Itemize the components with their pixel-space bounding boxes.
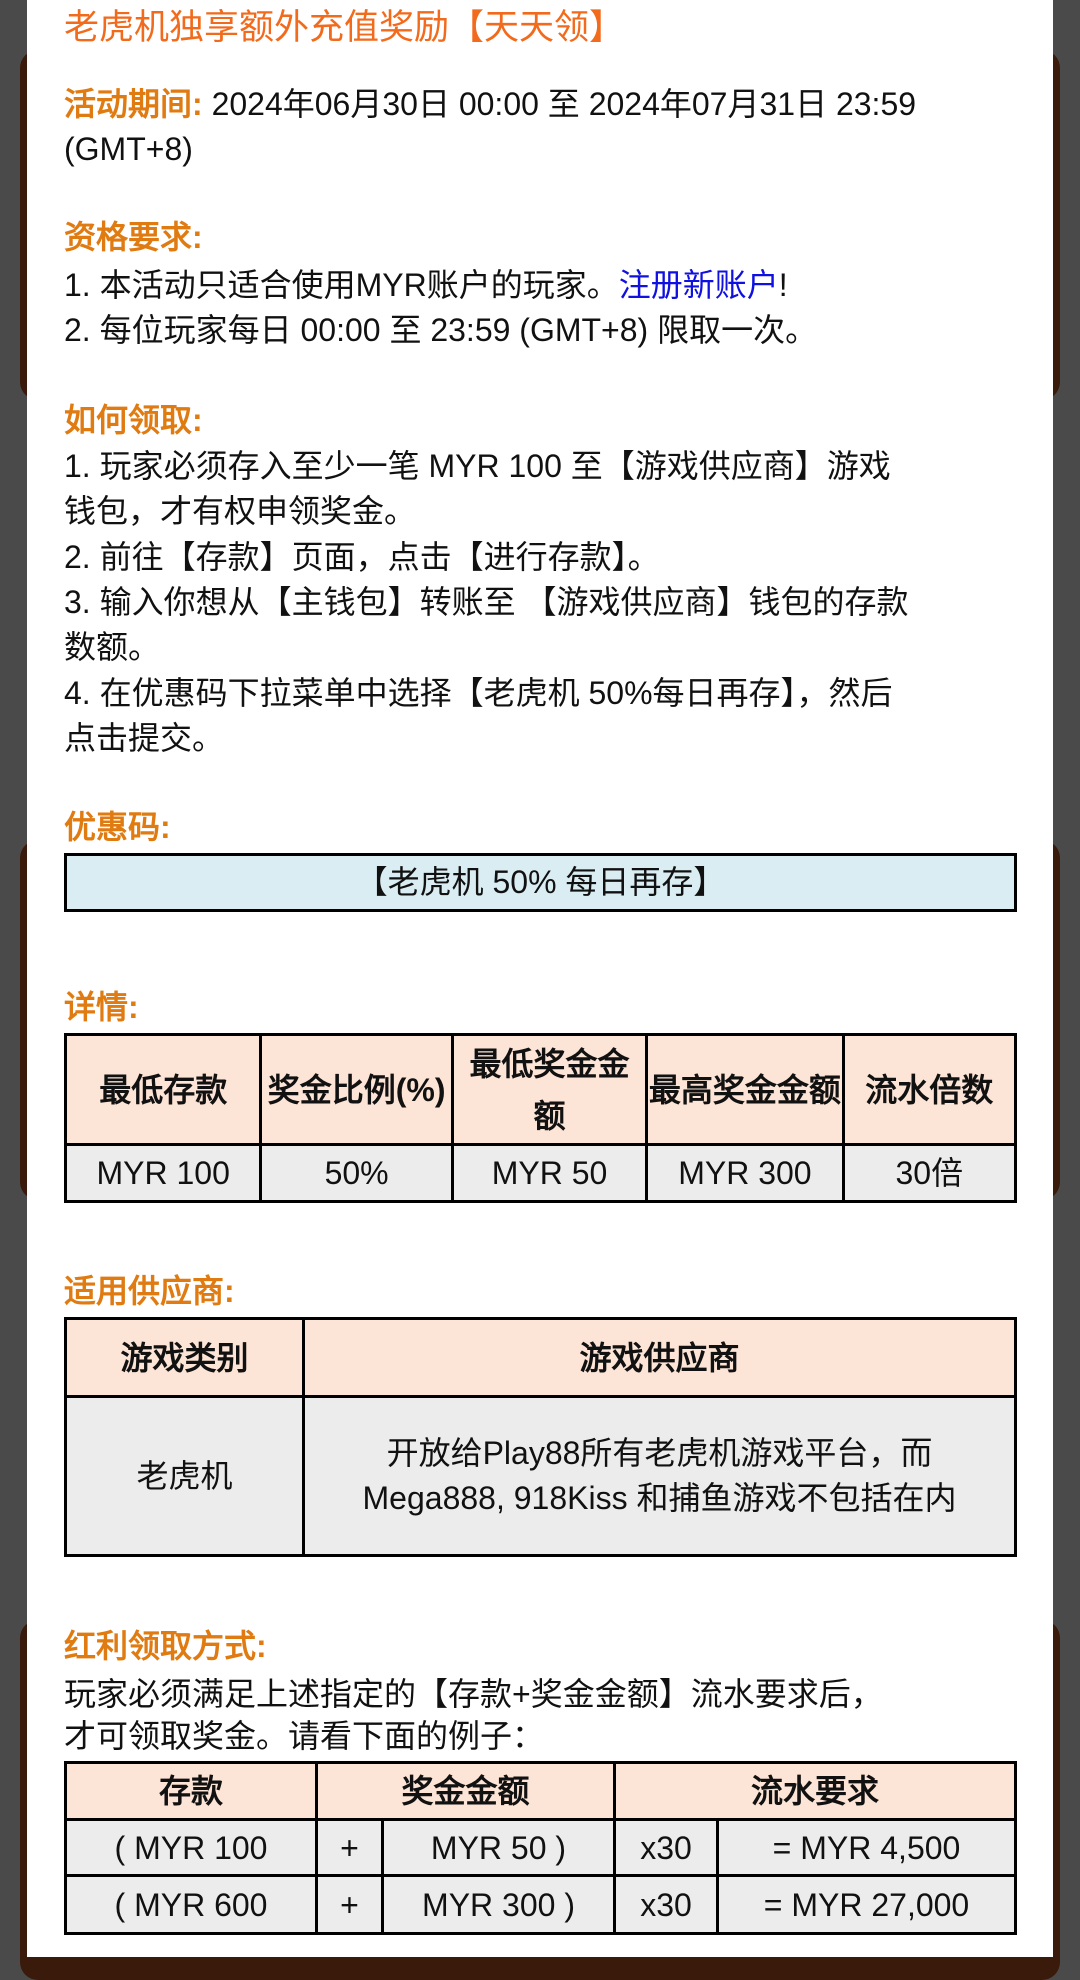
eligibility-line-2: 2. 每位玩家每日 00:00 至 23:59 (GMT+8) 限取一次。	[64, 312, 818, 348]
cell-bonus: MYR 300 )	[381, 1874, 616, 1935]
eligibility-text-end: !	[778, 267, 788, 303]
table-row: ( MYR 600 + MYR 300 ) x30 = MYR 27,000	[64, 1874, 1017, 1935]
header-provider: 游戏供应商	[302, 1317, 1017, 1398]
header-turnover-req: 流水要求	[613, 1761, 1017, 1821]
cell-deposit: ( MYR 600	[64, 1874, 318, 1935]
period-value: 2024年06月30日 00:00 至 2024年07月31日 23:59	[202, 86, 917, 122]
cell-total: = MYR 27,000	[716, 1874, 1017, 1935]
cell-total: = MYR 4,500	[716, 1818, 1017, 1877]
cell-min-bonus: MYR 50	[450, 1143, 649, 1203]
howto-line: 钱包，才有权申领奖金。	[64, 493, 417, 529]
cell-min-deposit: MYR 100	[63, 1143, 263, 1203]
details-heading: 详情:	[64, 989, 139, 1025]
howto-line: 数额。	[64, 629, 161, 665]
howto-heading: 如何领取:	[64, 402, 203, 438]
table-row: ( MYR 100 + MYR 50 ) x30 = MYR 4,500	[64, 1818, 1017, 1877]
cell-multiplier: x30	[613, 1818, 719, 1877]
page-title: 老虎机独享额外充值奖励【天天领】	[64, 8, 625, 47]
cell-plus: +	[315, 1874, 384, 1935]
cell-bonus: MYR 50 )	[381, 1818, 616, 1877]
header-max-bonus: 最高奖金金额	[645, 1033, 845, 1146]
claim-example-table: 存款 奖金金额 流水要求 ( MYR 100 + MYR 50 ) x30 = …	[64, 1761, 1017, 1935]
howto-line: 点击提交。	[64, 720, 225, 756]
howto-line: 3. 输入你想从【主钱包】转账至 【游戏供应商】钱包的存款	[64, 584, 909, 620]
period-timezone: (GMT+8)	[64, 131, 193, 167]
claim-heading: 红利领取方式:	[64, 1628, 267, 1664]
header-turnover: 流水倍数	[841, 1033, 1018, 1146]
eligibility-heading: 资格要求:	[64, 219, 203, 255]
eligibility-line-1: 1. 本活动只适合使用MYR账户的玩家。注册新账户!	[64, 263, 1040, 308]
details-table: 最低存款 奖金比例(%) 最低奖金金额 最高奖金金额 流水倍数 MYR 100 …	[63, 1033, 1018, 1203]
claim-line: 才可领取奖金。请看下面的例子：	[64, 1718, 545, 1754]
howto-line: 2. 前往【存款】页面，点击【进行存款】。	[64, 539, 660, 575]
cell-max-bonus: MYR 300	[645, 1143, 845, 1203]
providers-table: 游戏类别 游戏供应商 老虎机 开放给Play88所有老虎机游戏平台，而 Mega…	[64, 1317, 1017, 1557]
period: 活动期间: 2024年06月30日 00:00 至 2024年07月31日 23…	[64, 82, 1040, 127]
cell-game-type: 老虎机	[64, 1395, 305, 1557]
promo-code-heading: 优惠码:	[64, 809, 171, 845]
header-bonus-percent: 奖金比例(%)	[259, 1033, 454, 1146]
period-label: 活动期间:	[64, 86, 203, 122]
cell-plus: +	[315, 1818, 384, 1877]
cell-bonus-percent: 50%	[259, 1143, 454, 1203]
cell-deposit: ( MYR 100	[64, 1818, 318, 1877]
cell-provider: 开放给Play88所有老虎机游戏平台，而 Mega888, 918Kiss 和捕…	[302, 1395, 1017, 1557]
header-min-deposit: 最低存款	[63, 1033, 263, 1146]
howto-line: 4. 在优惠码下拉菜单中选择【老虎机 50%每日再存】，然后	[64, 675, 893, 711]
howto-line: 1. 玩家必须存入至少一笔 MYR 100 至【游戏供应商】游戏	[64, 448, 891, 484]
promo-detail-panel	[27, 0, 1053, 1957]
cell-multiplier: x30	[613, 1874, 719, 1935]
header-game-type: 游戏类别	[64, 1317, 305, 1398]
cell-turnover: 30倍	[841, 1143, 1018, 1203]
header-deposit: 存款	[64, 1761, 318, 1821]
claim-line: 玩家必须满足上述指定的【存款+奖金金额】流水要求后，	[64, 1676, 883, 1712]
register-link[interactable]: 注册新账户	[618, 267, 779, 303]
providers-heading: 适用供应商:	[64, 1273, 235, 1309]
header-bonus-amount: 奖金金额	[315, 1761, 616, 1821]
promo-code-box: 【老虎机 50% 每日再存】	[64, 853, 1017, 912]
header-min-bonus: 最低奖金金额	[450, 1033, 649, 1146]
eligibility-text: 1. 本活动只适合使用MYR账户的玩家。	[64, 267, 619, 303]
